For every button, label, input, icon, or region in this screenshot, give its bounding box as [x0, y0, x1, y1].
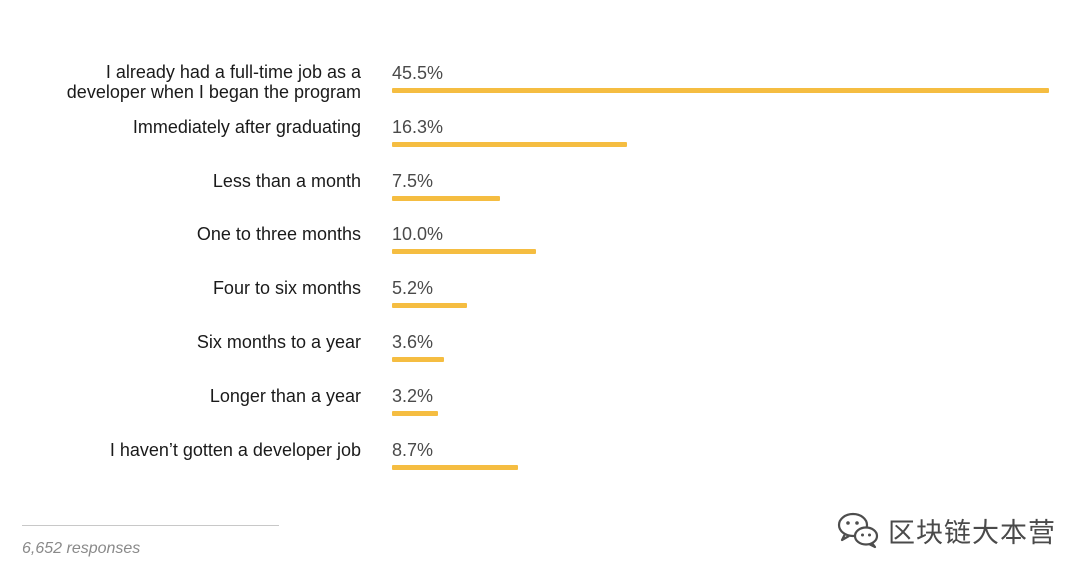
category-label: Longer than a year: [209, 385, 361, 406]
bar: [392, 141, 627, 147]
bar: [392, 464, 518, 470]
category-label: One to three months: [196, 224, 361, 245]
value-label: 10.0%: [392, 224, 444, 245]
wechat-icon: [837, 512, 879, 549]
category-label: I haven’t gotten a developer job: [109, 439, 361, 460]
category-label: I already had a full-time job as a: [105, 62, 361, 82]
value-label: 3.6%: [392, 332, 434, 352]
bar-chart: I already had a full-time job as a develo…: [66, 62, 1049, 470]
value-label: 7.5%: [392, 170, 434, 191]
category-label: Immediately after graduating: [132, 116, 361, 137]
value-label: 3.2%: [392, 385, 434, 406]
watermark-text: 区块链大本营: [888, 517, 1056, 549]
value-label: 5.2%: [392, 278, 434, 299]
category-label: Four to six months: [212, 278, 361, 299]
watermark: 区块链大本营: [836, 508, 1056, 552]
bar: [392, 303, 467, 309]
bar: [392, 195, 500, 201]
value-label: 45.5%: [392, 63, 444, 83]
bar: [392, 249, 536, 255]
category-label: Six months to a year: [196, 332, 361, 352]
value-label: 16.3%: [392, 116, 444, 137]
category-label: Less than a month: [212, 170, 361, 191]
category-label: developer when I began the program: [66, 82, 361, 102]
value-label: 8.7%: [392, 439, 434, 460]
bar: [392, 410, 438, 416]
bar: [392, 357, 444, 362]
responses-note: 6,652 responses: [22, 540, 141, 557]
bar: [392, 88, 1049, 93]
footer-divider: [22, 525, 279, 526]
